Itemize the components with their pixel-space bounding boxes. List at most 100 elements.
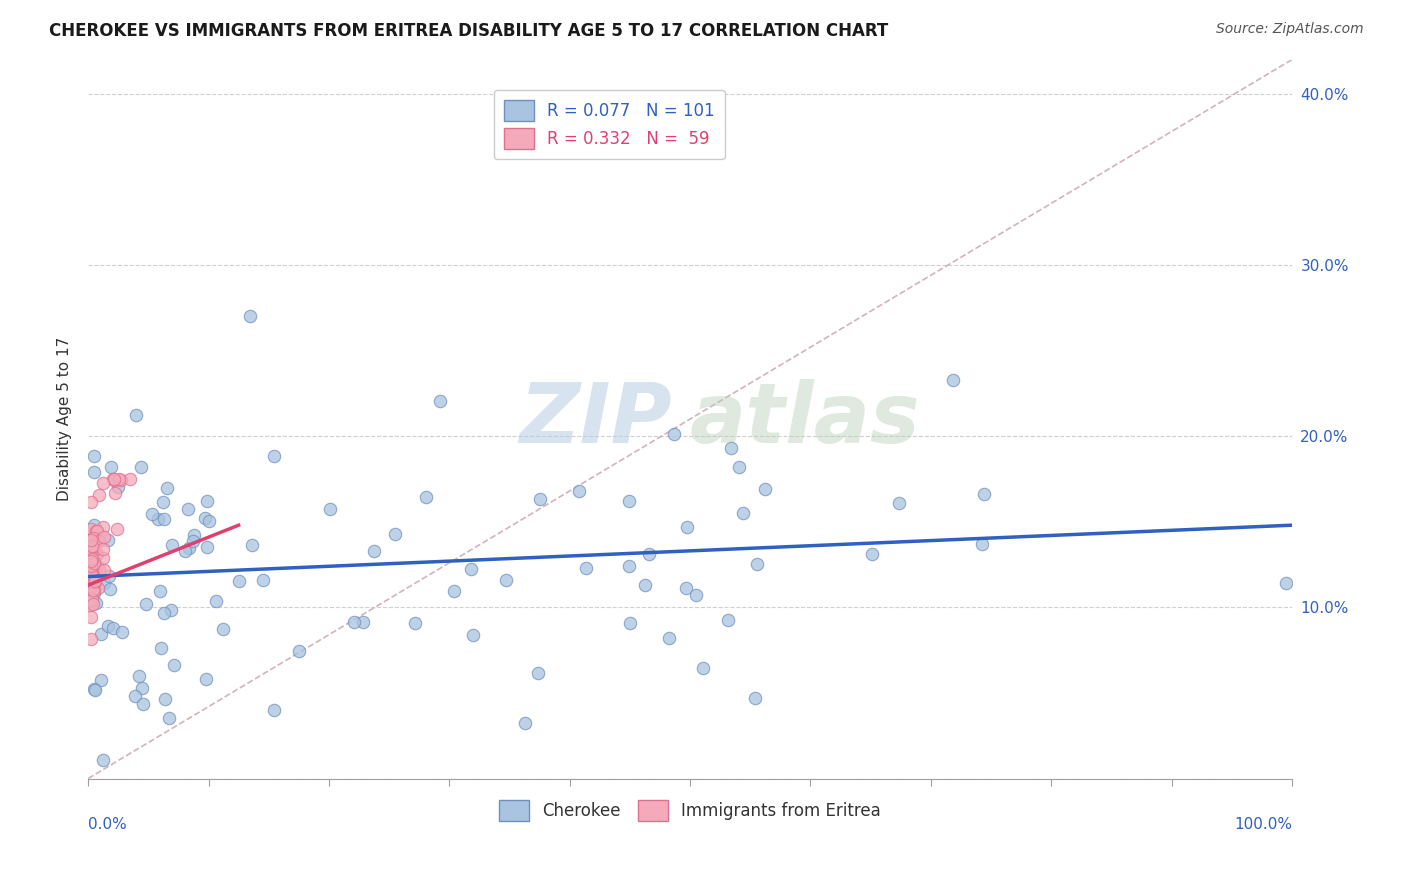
Point xyxy=(252,573,274,587)
Point xyxy=(228,574,250,588)
Text: 100.0%: 100.0% xyxy=(1234,817,1292,832)
Point xyxy=(83,586,105,600)
Point xyxy=(101,621,124,635)
Point xyxy=(82,549,104,564)
Point xyxy=(754,482,776,496)
Point xyxy=(153,606,176,620)
Point xyxy=(83,465,105,479)
Point xyxy=(110,473,132,487)
Point xyxy=(238,310,260,324)
Point xyxy=(98,582,121,597)
Point xyxy=(177,541,200,556)
Point xyxy=(733,506,755,520)
Point xyxy=(83,583,105,598)
Text: CHEROKEE VS IMMIGRANTS FROM ERITREA DISABILITY AGE 5 TO 17 CORRELATION CHART: CHEROKEE VS IMMIGRANTS FROM ERITREA DISA… xyxy=(49,22,889,40)
Point xyxy=(80,542,103,557)
Point xyxy=(79,591,101,605)
Point xyxy=(103,472,125,486)
Point xyxy=(363,543,385,558)
Point xyxy=(84,548,107,562)
Point xyxy=(79,552,101,566)
Point xyxy=(87,533,110,547)
Point xyxy=(83,518,105,533)
Point xyxy=(83,556,105,570)
Point xyxy=(93,562,115,576)
Point xyxy=(79,522,101,536)
Point xyxy=(156,482,179,496)
Point xyxy=(160,538,183,552)
Point xyxy=(495,573,517,587)
Point xyxy=(287,644,309,658)
Point xyxy=(80,539,103,553)
Point xyxy=(86,547,108,561)
Point xyxy=(692,661,714,675)
Point xyxy=(82,531,104,545)
Point xyxy=(443,583,465,598)
Point xyxy=(135,598,157,612)
Point xyxy=(87,533,110,548)
Point xyxy=(128,669,150,683)
Point xyxy=(82,551,104,566)
Point xyxy=(125,408,148,422)
Point xyxy=(460,562,482,576)
Point xyxy=(101,472,124,486)
Point xyxy=(84,524,107,538)
Point xyxy=(619,616,641,631)
Point xyxy=(415,490,437,504)
Point xyxy=(82,527,104,541)
Point xyxy=(84,574,107,588)
Point xyxy=(860,547,883,561)
Point xyxy=(131,681,153,695)
Point xyxy=(942,373,965,387)
Point xyxy=(1275,575,1298,590)
Point xyxy=(515,715,537,730)
Point xyxy=(146,512,169,526)
Point xyxy=(461,628,484,642)
Point xyxy=(343,615,366,629)
Point xyxy=(717,613,740,627)
Point xyxy=(103,473,125,487)
Point xyxy=(384,527,406,541)
Point xyxy=(181,533,204,548)
Point xyxy=(79,566,101,580)
Point xyxy=(91,520,114,534)
Point xyxy=(97,569,120,583)
Point xyxy=(84,574,107,589)
Point xyxy=(93,531,115,545)
Point xyxy=(86,524,108,539)
Point xyxy=(93,753,115,767)
Point xyxy=(83,683,105,698)
Point xyxy=(157,711,180,725)
Point xyxy=(91,551,114,566)
Point xyxy=(100,460,122,475)
Point xyxy=(676,520,699,534)
Point xyxy=(183,527,205,541)
Point xyxy=(87,562,110,576)
Point xyxy=(86,566,108,581)
Text: ZIP: ZIP xyxy=(519,378,672,459)
Point xyxy=(79,559,101,574)
Point xyxy=(79,558,101,573)
Point xyxy=(124,689,146,703)
Point xyxy=(79,554,101,568)
Point xyxy=(108,472,131,486)
Point xyxy=(575,560,598,574)
Point xyxy=(404,615,426,630)
Point xyxy=(90,673,112,687)
Legend: Cherokee, Immigrants from Eritrea: Cherokee, Immigrants from Eritrea xyxy=(492,793,887,828)
Point xyxy=(889,496,911,510)
Point xyxy=(240,538,263,552)
Point xyxy=(84,597,107,611)
Point xyxy=(82,539,104,553)
Point xyxy=(163,657,186,672)
Point xyxy=(82,562,104,576)
Point xyxy=(82,548,104,562)
Point xyxy=(83,449,105,463)
Point xyxy=(212,622,235,636)
Point xyxy=(120,472,142,486)
Point xyxy=(93,575,115,590)
Text: atlas: atlas xyxy=(690,378,921,459)
Point xyxy=(352,615,374,629)
Point xyxy=(82,582,104,597)
Point xyxy=(197,514,219,528)
